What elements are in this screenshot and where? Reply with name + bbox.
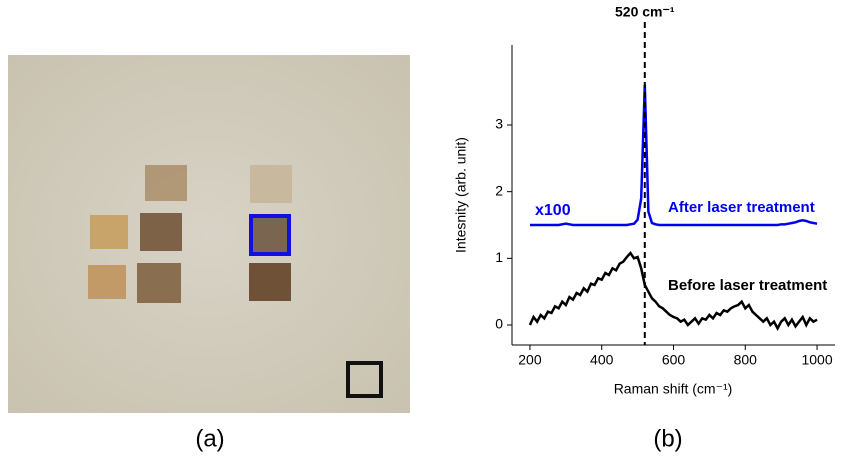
- blue-marker: [249, 214, 291, 256]
- y-tick-label: 1: [495, 249, 503, 265]
- panel-label: (a): [195, 425, 224, 452]
- y-tick-label: 0: [495, 316, 503, 332]
- x-tick-label: 200: [518, 352, 542, 368]
- x-tick-label: 400: [590, 352, 614, 368]
- photo-background: [8, 55, 410, 413]
- series-line: [528, 250, 818, 331]
- sample: [250, 165, 292, 203]
- sample: [251, 216, 289, 254]
- reference-label: 520 cm⁻¹: [615, 4, 675, 20]
- sample: [140, 213, 182, 251]
- series-label: Before laser treatment: [668, 277, 827, 294]
- y-tick-label: 2: [495, 182, 503, 198]
- sample: [249, 263, 291, 301]
- x-axis-label: Raman shift (cm⁻¹): [614, 381, 733, 397]
- y-axis-label: Intesnity (arb. unit): [453, 137, 469, 253]
- sample: [145, 165, 187, 201]
- panel-label: (b): [653, 425, 682, 452]
- sample: [137, 263, 181, 303]
- sample: [88, 265, 126, 299]
- annotation: x100: [535, 202, 571, 219]
- y-tick-label: 3: [495, 116, 503, 132]
- x-tick-label: 800: [734, 352, 758, 368]
- x-tick-label: 1000: [801, 352, 832, 368]
- black-marker: [346, 361, 383, 398]
- photo: [8, 55, 410, 413]
- x-tick-label: 600: [662, 352, 686, 368]
- series-label: After laser treatment: [668, 199, 815, 216]
- series-line: [529, 84, 818, 227]
- sample: [90, 215, 128, 249]
